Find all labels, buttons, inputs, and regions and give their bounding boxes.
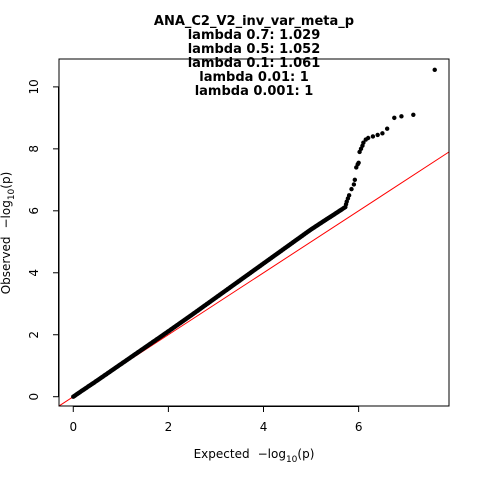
y-tick-label: 6 [27, 207, 41, 215]
y-axis-label-prefix: Observed [0, 237, 13, 295]
y-axis-label: Observed −log10(p) [0, 172, 17, 295]
data-point [399, 114, 404, 119]
points-group [71, 67, 437, 399]
lambda-line-1: lambda 0.7: 1.029 [188, 28, 321, 43]
data-point [352, 177, 358, 183]
x-tick-label: 6 [355, 420, 363, 434]
y-axis-label-text: −log [0, 200, 13, 228]
data-point [351, 182, 357, 187]
data-point [380, 131, 385, 136]
data-point [361, 140, 366, 145]
y-axis: 0 2 4 6 8 10 [27, 79, 59, 401]
lambda-line-2: lambda 0.5: 1.052 [188, 42, 321, 57]
x-axis-label-prefix: Expected [194, 447, 250, 461]
data-point [432, 67, 437, 73]
data-point [349, 186, 354, 192]
y-axis-label-sub: 10 [7, 188, 17, 200]
y-tick-label: 4 [27, 269, 41, 277]
data-point [365, 135, 371, 141]
chart-title: ANA_C2_V2_inv_var_meta_p [154, 14, 354, 29]
data-point [392, 115, 397, 121]
y-tick-label: 10 [27, 79, 41, 94]
y-tick-label: 2 [27, 331, 41, 339]
data-point [384, 126, 390, 131]
y-tick-label: 8 [27, 145, 41, 153]
y-axis-label-suffix: (p) [0, 172, 13, 189]
y-tick-label: 0 [27, 393, 41, 401]
data-point [346, 193, 352, 198]
lambda-line-5: lambda 0.001: 1 [195, 84, 314, 99]
x-tick-label: 0 [69, 420, 77, 434]
x-axis-label-sub: 10 [286, 455, 298, 465]
lambda-line-3: lambda 0.1: 1.061 [188, 56, 321, 71]
x-tick-label: 4 [260, 420, 268, 434]
x-axis-label-text: −log [258, 447, 286, 461]
x-tick-label: 2 [165, 420, 173, 434]
x-axis-label-suffix: (p) [297, 447, 314, 461]
x-axis: 0 2 4 6 [69, 406, 362, 434]
data-point [375, 132, 380, 138]
data-point [370, 134, 376, 139]
x-axis-label: Expected −log10(p) [194, 447, 315, 465]
data-point [411, 112, 416, 117]
lambda-line-4: lambda 0.01: 1 [199, 70, 309, 85]
data-point [356, 160, 361, 165]
